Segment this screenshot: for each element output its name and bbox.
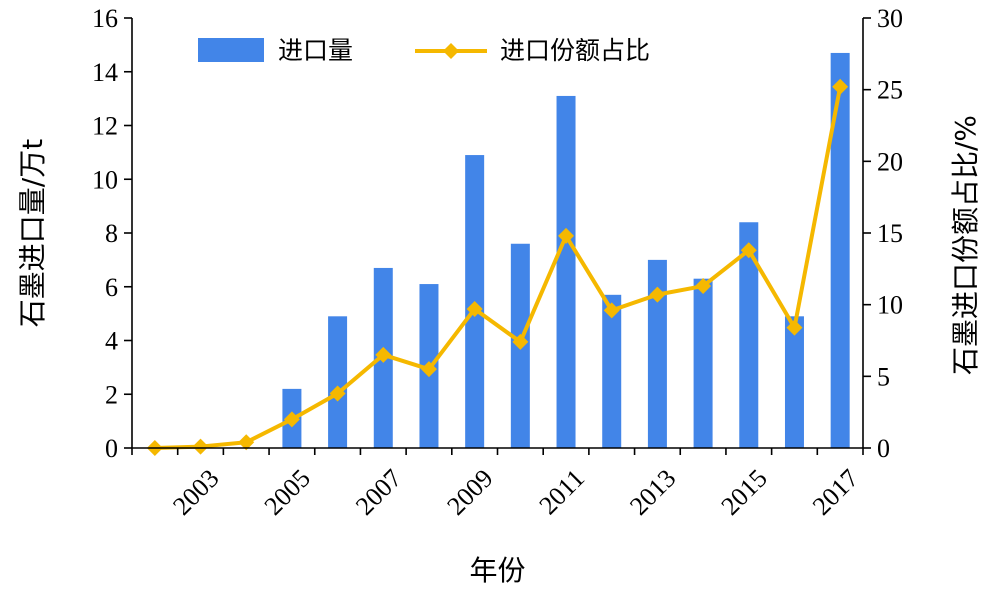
y-tick-label: 14 xyxy=(92,58,118,87)
y-tick-label: 0 xyxy=(105,434,118,463)
line-point-2004 xyxy=(238,434,255,451)
line-point-2015 xyxy=(740,242,757,259)
legend-label-line: 进口份额占比 xyxy=(500,36,650,65)
x-axis-title: 年份 xyxy=(469,554,525,587)
y2-tick-label: 25 xyxy=(877,76,903,105)
y2-axis-title: 石墨进口份额占比/% xyxy=(949,115,982,375)
y-tick-label: 4 xyxy=(105,327,118,356)
x-tick-label: 2005 xyxy=(259,464,316,521)
bar-2016 xyxy=(784,316,804,448)
x-tick-label: 2017 xyxy=(807,464,864,521)
line-point-2011 xyxy=(558,227,575,244)
bar-2013 xyxy=(647,259,667,449)
line-point-2009 xyxy=(466,300,483,317)
x-tick-label: 2007 xyxy=(350,464,407,521)
y2-tick-label: 20 xyxy=(877,147,903,176)
bar-2006 xyxy=(328,316,348,448)
y-tick-label: 16 xyxy=(92,4,118,33)
y-tick-label: 8 xyxy=(105,219,118,248)
bar-series xyxy=(282,52,850,449)
line-point-2016 xyxy=(786,319,803,336)
x-tick-label: 2011 xyxy=(533,464,590,521)
line-series xyxy=(146,78,849,456)
line-point-2005 xyxy=(283,411,300,428)
x-tick-label: 2009 xyxy=(441,464,498,521)
line-point-2012 xyxy=(603,302,620,319)
x-tick-label: 2003 xyxy=(167,464,224,521)
bar-2015 xyxy=(739,222,759,448)
line-point-2013 xyxy=(649,286,666,303)
y2-tick-label: 15 xyxy=(877,219,903,248)
bar-2011 xyxy=(556,95,576,448)
line-point-2007 xyxy=(375,346,392,363)
x-tick-label: 2015 xyxy=(716,464,773,521)
y2-tick-label: 5 xyxy=(877,362,890,391)
legend-label-bar: 进口量 xyxy=(278,36,353,65)
line-point-2003 xyxy=(192,438,209,455)
y2-tick-label: 30 xyxy=(877,4,903,33)
line-point-2008 xyxy=(420,361,437,378)
y2-tick-label: 0 xyxy=(877,434,890,463)
legend-swatch-marker xyxy=(443,43,459,59)
y-axis-title: 石墨进口量/万t xyxy=(16,139,49,327)
bar-2014 xyxy=(693,278,713,448)
line-point-2014 xyxy=(695,278,712,295)
y-tick-label: 12 xyxy=(92,112,118,141)
y-tick-label: 10 xyxy=(92,165,118,194)
line-point-2006 xyxy=(329,385,346,402)
x-tick-label: 2013 xyxy=(624,464,681,521)
legend: 进口量 进口份额占比 xyxy=(198,36,650,65)
line-point-2017 xyxy=(832,78,849,95)
bar-2017 xyxy=(830,52,850,448)
legend-swatch-bar xyxy=(198,38,264,62)
y2-tick-label: 10 xyxy=(877,291,903,320)
y-tick-label: 6 xyxy=(105,273,118,302)
line-point-2010 xyxy=(512,333,529,350)
bar-2012 xyxy=(602,294,622,448)
share-line xyxy=(154,86,843,450)
y-tick-label: 2 xyxy=(105,380,118,409)
